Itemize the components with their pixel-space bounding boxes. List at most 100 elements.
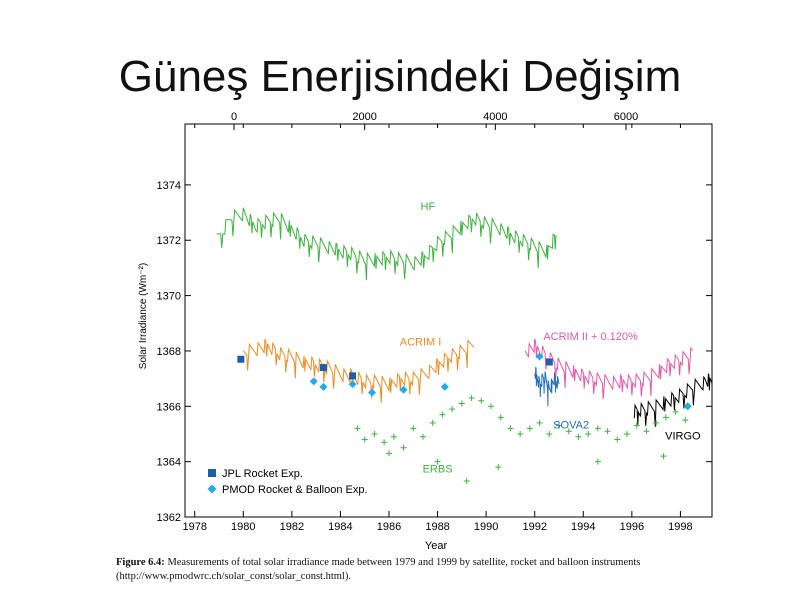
pmod-marker bbox=[309, 377, 318, 386]
y-axis-label: Solar Irradiance (Wm⁻²) bbox=[138, 263, 149, 369]
legend-label: PMOD Rocket & Balloon Exp. bbox=[222, 484, 368, 496]
erbs-point bbox=[497, 414, 504, 421]
x-tick-label: 1986 bbox=[377, 521, 401, 533]
pmod-marker bbox=[683, 402, 692, 411]
y-tick-label: 1366 bbox=[157, 401, 181, 413]
legend: JPL Rocket Exp. PMOD Rocket & Balloon Exp… bbox=[207, 468, 368, 496]
erbs-point bbox=[495, 464, 502, 471]
series-virgo bbox=[633, 373, 713, 427]
jpl-marker bbox=[349, 372, 357, 380]
y-tick-label: 1370 bbox=[157, 291, 181, 303]
x-tick-label: 1984 bbox=[328, 521, 352, 533]
erbs-point bbox=[594, 425, 601, 432]
series-erbs bbox=[354, 394, 689, 485]
series-pmod-rocket-balloon-exp bbox=[309, 352, 692, 411]
jpl-marker bbox=[545, 358, 553, 366]
caption-text: Measurements of total solar irradiance m… bbox=[164, 557, 641, 568]
y-tick-label: 1374 bbox=[157, 180, 181, 192]
erbs-point bbox=[575, 433, 582, 440]
x-axis-label: Year bbox=[425, 540, 448, 552]
slide-title: Güneş Enerjisindeki Değişim bbox=[118, 52, 682, 101]
top-axis: 0 2000 4000 6000 bbox=[231, 111, 638, 130]
erbs-point bbox=[488, 403, 494, 410]
pmod-marker bbox=[399, 385, 408, 394]
top-tick-label: 4000 bbox=[483, 111, 507, 123]
series-label: SOVA2 bbox=[553, 419, 589, 431]
pmod-marker bbox=[319, 382, 328, 391]
x-tick-label: 1978 bbox=[182, 521, 206, 533]
legend-marker-square bbox=[208, 469, 216, 477]
erbs-point bbox=[507, 425, 514, 432]
y-tick-label: 1362 bbox=[157, 512, 181, 524]
plot-frame bbox=[184, 123, 713, 518]
erbs-point bbox=[672, 408, 679, 415]
pmod-marker bbox=[535, 352, 544, 361]
erbs-point bbox=[400, 444, 407, 451]
series-jpl-rocket-exp bbox=[237, 355, 553, 380]
x-tick-label: 1990 bbox=[474, 521, 498, 533]
figure-caption: Figure 6.4: Measurements of total solar … bbox=[116, 556, 736, 584]
top-tick-label: 6000 bbox=[614, 111, 638, 123]
series-label: VIRGO bbox=[665, 431, 701, 443]
x-axis: 1978 1980 1982 1984 1986 1988 1990 1992 1994 1996… bbox=[182, 124, 693, 533]
erbs-point bbox=[682, 417, 689, 424]
erbs-point bbox=[458, 400, 465, 407]
erbs-point bbox=[624, 430, 630, 437]
erbs-point bbox=[614, 436, 621, 443]
x-tick-label: 1992 bbox=[522, 521, 546, 533]
jpl-marker bbox=[237, 355, 245, 363]
erbs-point bbox=[526, 425, 533, 432]
erbs-point bbox=[565, 428, 572, 435]
data-series bbox=[216, 207, 713, 485]
erbs-point bbox=[536, 419, 543, 426]
y-tick-label: 1364 bbox=[157, 457, 181, 469]
erbs-point bbox=[420, 433, 426, 440]
erbs-point bbox=[604, 428, 611, 435]
series-acrim-ii-0-120 bbox=[524, 338, 693, 400]
erbs-point bbox=[643, 428, 650, 435]
erbs-point bbox=[463, 478, 470, 485]
erbs-point bbox=[660, 453, 667, 460]
pmod-marker bbox=[440, 382, 449, 391]
erbs-point bbox=[594, 458, 601, 465]
erbs-point bbox=[633, 422, 640, 429]
caption-source: (http://www.pmodwrc.ch/solar_const/solar… bbox=[116, 571, 351, 582]
series-acrim-i bbox=[242, 337, 475, 403]
erbs-point bbox=[478, 397, 485, 404]
series-label: ERBS bbox=[423, 464, 453, 476]
erbs-point bbox=[449, 406, 456, 413]
series-hf bbox=[216, 207, 557, 281]
series-label: HF bbox=[421, 201, 436, 213]
erbs-point bbox=[390, 433, 397, 440]
x-tick-label: 1982 bbox=[280, 521, 304, 533]
erbs-point bbox=[662, 414, 669, 421]
erbs-point bbox=[585, 430, 592, 437]
series-label: ACRIM I bbox=[400, 336, 442, 348]
x-tick-label: 1996 bbox=[620, 521, 644, 533]
y-axis: 1362 1364 1366 1368 1370 1372 1374 bbox=[157, 180, 712, 524]
erbs-point bbox=[361, 436, 368, 443]
solar-irradiance-chart: 1978 1980 1982 1984 1986 1988 1990 1992 1994 1996… bbox=[138, 111, 713, 552]
x-tick-label: 1980 bbox=[231, 521, 255, 533]
jpl-marker bbox=[319, 364, 327, 372]
y-tick-label: 1368 bbox=[157, 346, 181, 358]
erbs-point bbox=[434, 458, 441, 465]
erbs-point bbox=[354, 425, 361, 432]
erbs-point bbox=[439, 411, 446, 418]
erbs-point bbox=[468, 394, 475, 401]
x-tick-label: 1988 bbox=[425, 521, 449, 533]
series-label: ACRIM II + 0.120% bbox=[543, 331, 638, 343]
legend-marker-diamond bbox=[207, 484, 217, 494]
series-annotations: HF ACRIM I ACRIM II + 0.120% ERBS SOVA2 VIRGO bbox=[400, 201, 701, 476]
erbs-point bbox=[429, 419, 436, 426]
top-tick-label: 0 bbox=[231, 111, 237, 123]
erbs-point bbox=[381, 439, 388, 446]
pmod-marker bbox=[368, 388, 376, 397]
top-tick-label: 2000 bbox=[352, 111, 376, 123]
erbs-point bbox=[556, 422, 562, 429]
erbs-point bbox=[410, 425, 417, 432]
pmod-marker bbox=[348, 380, 357, 389]
x-tick-label: 1994 bbox=[571, 521, 595, 533]
series-sova2 bbox=[534, 366, 560, 407]
erbs-point bbox=[546, 430, 553, 437]
